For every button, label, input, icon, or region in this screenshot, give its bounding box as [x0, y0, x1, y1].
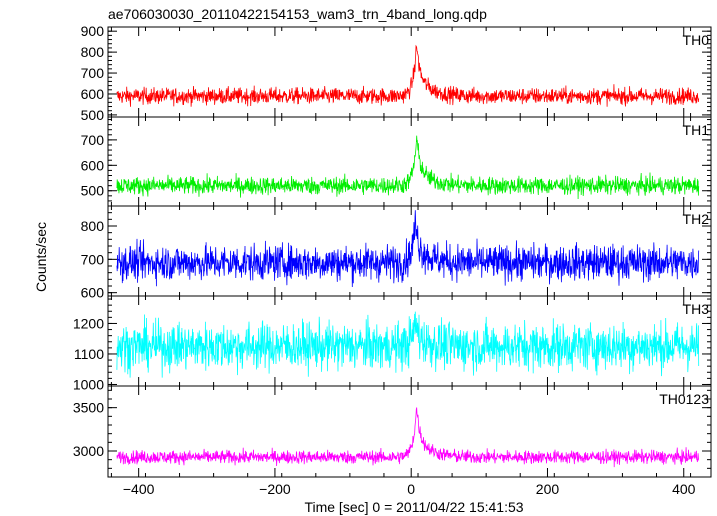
panel-th1: 500 600 700 TH1 [81, 116, 712, 207]
series-line-th3 [116, 311, 700, 378]
panel-label-th0123: TH0123 [659, 391, 709, 407]
y-tick-label: 1000 [73, 376, 104, 392]
y-axis-label: Counts/sec [33, 222, 49, 292]
y-tick-label: 800 [81, 218, 105, 234]
series-line-th1 [116, 135, 700, 200]
x-tick-label: 200 [536, 481, 560, 497]
panel-label-th0: TH0 [683, 32, 710, 48]
series-line-th0123 [116, 407, 700, 468]
y-tick-label: 3500 [73, 400, 104, 416]
chart-title: ae706030030_20110422154153_wam3_trn_4ban… [108, 6, 487, 22]
x-tick-label: 0 [407, 481, 415, 497]
panel-label-th1: TH1 [683, 122, 710, 138]
panel-th2: 600 700 800 TH2 [81, 205, 712, 301]
y-tick-label: 600 [81, 86, 105, 102]
y-tick-label: 500 [81, 107, 105, 123]
panel-th0: 500 600 700 800 900 TH0 [81, 23, 712, 123]
y-tick-label: 600 [81, 157, 105, 173]
y-tick-label: 1200 [73, 315, 104, 331]
y-tick-label: 700 [81, 251, 105, 267]
y-tick-label: 3000 [73, 443, 104, 459]
x-tick-label: −400 [123, 481, 155, 497]
panel-th0123: 3000 3500 TH0123 [73, 385, 712, 478]
panel-th3: 1000 1100 1200 TH3 [73, 295, 712, 392]
y-tick-label: 500 [81, 183, 105, 199]
panel-frame [107, 385, 712, 478]
y-tick-label: 600 [81, 285, 105, 301]
y-tick-label: 700 [81, 65, 105, 81]
x-tick-label: −200 [259, 481, 291, 497]
panel-frame [107, 26, 712, 118]
panel-label-th2: TH2 [683, 211, 710, 227]
series-line-th2 [116, 210, 700, 288]
y-tick-label: 800 [81, 44, 105, 60]
y-tick-label: 900 [81, 23, 105, 39]
y-tick-label: 700 [81, 132, 105, 148]
panel-label-th3: TH3 [683, 301, 710, 317]
series-line-th0 [116, 44, 700, 107]
x-tick-label: 400 [672, 481, 696, 497]
x-axis-label: Time [sec] 0 = 2011/04/22 15:41:53 [304, 499, 523, 515]
y-tick-label: 1100 [74, 346, 104, 362]
panels-group: 500 600 700 800 900 TH0 500 600 700 TH1 600 700 800 T… [73, 23, 712, 497]
